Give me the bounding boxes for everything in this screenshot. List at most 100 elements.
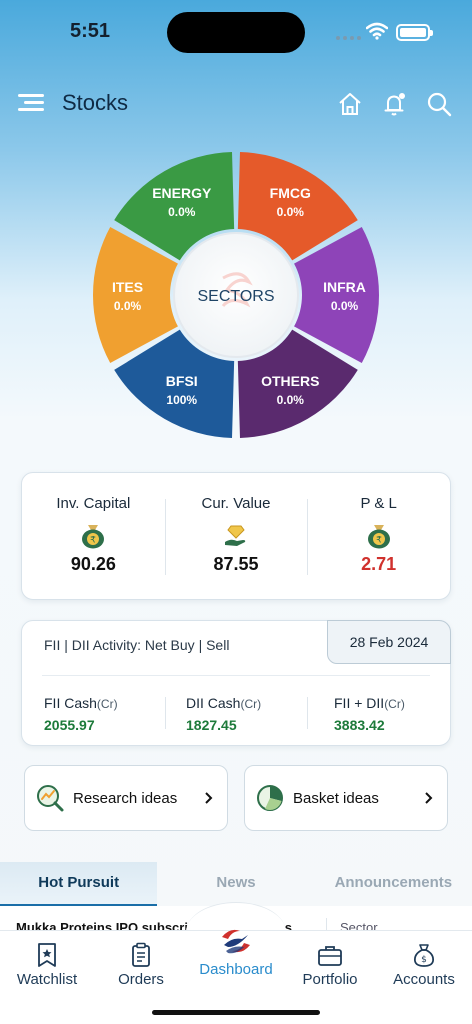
portfolio-briefcase-icon (318, 946, 342, 966)
fii-dii-date-button[interactable]: 28 Feb 2024 (327, 620, 451, 664)
divider (326, 918, 327, 936)
dii-cash-unit: (Cr) (240, 697, 262, 711)
sectors-center[interactable] (173, 232, 299, 358)
accounts-money-bag-icon: $ (413, 944, 435, 967)
money-bag-icon: ₹ (82, 525, 105, 549)
inv-capital-value: 90.26 (70, 554, 116, 574)
app-header: Stocks (0, 80, 472, 128)
wifi-icon (366, 22, 388, 40)
sector-name-ites: ITES (112, 279, 143, 295)
cur-value-label: Cur. Value (201, 495, 271, 512)
pnl-label: P & L (360, 495, 397, 512)
chevron-right-icon (205, 792, 213, 804)
nav-orders-label: Orders (118, 971, 164, 988)
pnl-value: 2.71 (361, 554, 397, 574)
nav-portfolio[interactable]: Portfolio (283, 937, 377, 988)
nav-dashboard-label: Dashboard (199, 961, 273, 978)
nav-orders[interactable]: Orders (94, 937, 188, 988)
research-chart-icon (37, 785, 64, 812)
basket-ideas-label: Basket ideas (293, 789, 379, 807)
divider (165, 697, 166, 729)
tab-news[interactable]: News (216, 874, 256, 891)
nav-watchlist-label: Watchlist (16, 971, 78, 988)
fii-cash: FII Cash(Cr) 2055.97 (44, 695, 118, 733)
fii-dii-total-value: 3883.42 (334, 717, 385, 733)
fii-dii-total: FII + DII(Cr) 3883.42 (334, 695, 405, 733)
dii-cash: DII Cash(Cr) 1827.45 (186, 695, 261, 733)
sector-wheel: ENERGY 0.0% FMCG 0.0% INFRA 0.0% OTHERS 0.0% BFS… (92, 152, 379, 438)
sector-value-infra: 0.0% (331, 299, 359, 313)
money-bag-icon: ₹ (367, 525, 390, 549)
fii-cash-label: FII Cash (44, 695, 97, 711)
nav-accounts-label: Accounts (393, 971, 455, 988)
status-bar: 5:51 (0, 0, 472, 60)
tab-hot-pursuit[interactable]: Hot Pursuit (0, 862, 158, 906)
watchlist-bookmark-icon (38, 943, 56, 967)
fii-cash-value: 2055.97 (44, 717, 95, 733)
battery-icon (396, 24, 433, 41)
sector-segment-fmcg[interactable] (237, 152, 358, 261)
sector-name-bfsi: BFSI (166, 373, 198, 389)
tab-announcements[interactable]: Announcements (334, 874, 453, 891)
fii-dii-title: FII | DII Activity: Net Buy | Sell (44, 637, 229, 653)
nav-portfolio-label: Portfolio (302, 971, 358, 988)
home-indicator (152, 1010, 320, 1015)
fii-dii-total-unit: (Cr) (384, 697, 405, 711)
sector-name-fmcg: FMCG (270, 185, 311, 201)
fii-dii-title-rest: Activity: Net Buy | Sell (89, 637, 230, 653)
dashboard-logo-icon (222, 929, 250, 954)
svg-text:₹: ₹ (90, 536, 96, 546)
svg-text:$: $ (421, 955, 427, 965)
menu-icon[interactable] (18, 94, 44, 114)
sectors-center-label: SECTORS (197, 288, 274, 305)
cur-value-value: 87.55 (213, 554, 259, 574)
fii-dii-activity-card: FII | DII Activity: Net Buy | Sell 28 Fe… (21, 620, 451, 746)
dynamic-island (167, 12, 305, 53)
fii-dii-title-bold: FII | DII (44, 637, 90, 653)
status-time: 5:51 (70, 20, 111, 42)
pnl: P & L ₹ 2.71 (307, 473, 450, 599)
sector-segment-infra[interactable] (294, 226, 379, 364)
hand-gem-icon (225, 525, 246, 546)
sector-name-others: OTHERS (261, 373, 319, 389)
nav-accounts[interactable]: $ Accounts (377, 937, 471, 988)
inv-capital-label: Inv. Capital (56, 495, 131, 512)
orders-clipboard-icon (132, 942, 150, 967)
sector-value-others: 0.0% (277, 393, 305, 407)
dii-cash-value: 1827.45 (186, 717, 237, 733)
cur-value: Cur. Value 87.55 (164, 473, 308, 599)
sector-name-infra: INFRA (323, 279, 366, 295)
research-ideas-button[interactable]: Research ideas (24, 765, 228, 831)
sector-segment-others[interactable] (237, 329, 358, 438)
fii-cash-unit: (Cr) (96, 697, 118, 711)
sector-segment-ites[interactable] (92, 226, 178, 364)
sector-value-fmcg: 0.0% (277, 205, 305, 219)
chevron-right-icon (425, 792, 433, 804)
sector-name-energy: ENERGY (152, 185, 212, 201)
bottom-nav: Watchlist Orders Dashboard Portfolio $ (0, 929, 472, 1024)
news-tabs: Hot Pursuit News Announcements (0, 862, 472, 906)
sector-segment-energy[interactable] (114, 152, 235, 261)
nav-dashboard[interactable]: Dashboard (189, 929, 283, 978)
sector-value-bfsi: 100% (166, 393, 197, 407)
page-title: Stocks (62, 90, 129, 115)
sector-value-ites: 0.0% (114, 299, 142, 313)
inv-capital: Inv. Capital ₹ 90.26 (22, 473, 165, 599)
signal-icon (336, 36, 361, 40)
fii-dii-total-label: FII + DII (334, 695, 385, 711)
search-icon[interactable] (425, 90, 453, 118)
home-icon[interactable] (336, 90, 364, 118)
research-ideas-label: Research ideas (73, 789, 178, 807)
svg-text:₹: ₹ (376, 536, 382, 546)
divider (42, 675, 430, 676)
nav-watchlist[interactable]: Watchlist (0, 937, 94, 988)
sector-segment-bfsi[interactable] (114, 329, 235, 438)
sector-value-energy: 0.0% (168, 205, 196, 219)
basket-ideas-button[interactable]: Basket ideas (244, 765, 448, 831)
notification-bell-icon[interactable] (381, 90, 409, 118)
center-logo-watermark (221, 272, 253, 308)
divider (307, 697, 308, 729)
basket-pie-icon (257, 785, 283, 811)
dii-cash-label: DII Cash (186, 695, 241, 711)
portfolio-summary-card: Inv. Capital ₹ 90.26 Cur. Value 87.55 P … (21, 472, 451, 600)
